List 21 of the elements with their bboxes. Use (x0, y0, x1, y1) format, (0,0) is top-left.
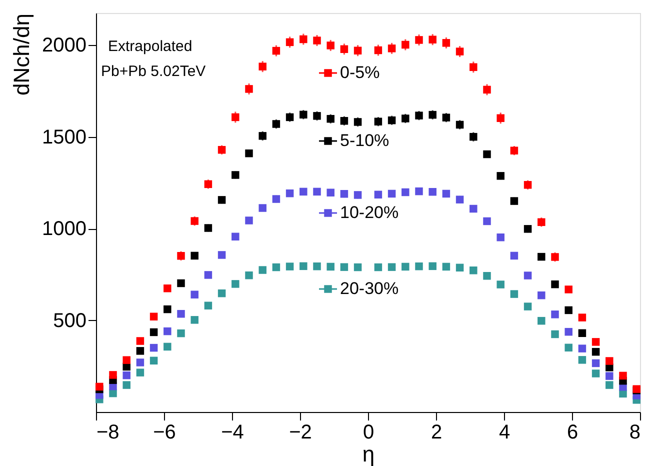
legend-label: 0-5% (340, 63, 380, 82)
y-tick-label: 500 (53, 310, 86, 332)
x-tick-label: 0 (362, 422, 374, 444)
x-tick-label: −4 (221, 422, 244, 444)
x-tick-label: −8 (96, 422, 120, 444)
legend-label: 20-30% (340, 279, 399, 298)
x-tick-label: 2 (430, 422, 442, 444)
y-tick-label: 1500 (42, 126, 86, 148)
y-tick-label: 2000 (42, 34, 86, 57)
legend-label: 5-10% (340, 131, 390, 150)
x-tick-label: 8 (629, 422, 640, 444)
annotation: Extrapolated (108, 38, 192, 55)
y-tick-label: 1000 (42, 218, 86, 240)
x-axis-title: η (362, 442, 375, 466)
x-tick-label: −6 (153, 422, 176, 444)
x-tick-label: 6 (566, 422, 578, 444)
x-tick-label: 4 (498, 422, 510, 444)
legend-label: 10-20% (340, 203, 399, 222)
x-tick-label: −2 (289, 422, 312, 444)
annotation: Pb+Pb 5.02TeV (101, 63, 206, 80)
y-axis-title: dNch/dη (9, 14, 34, 96)
